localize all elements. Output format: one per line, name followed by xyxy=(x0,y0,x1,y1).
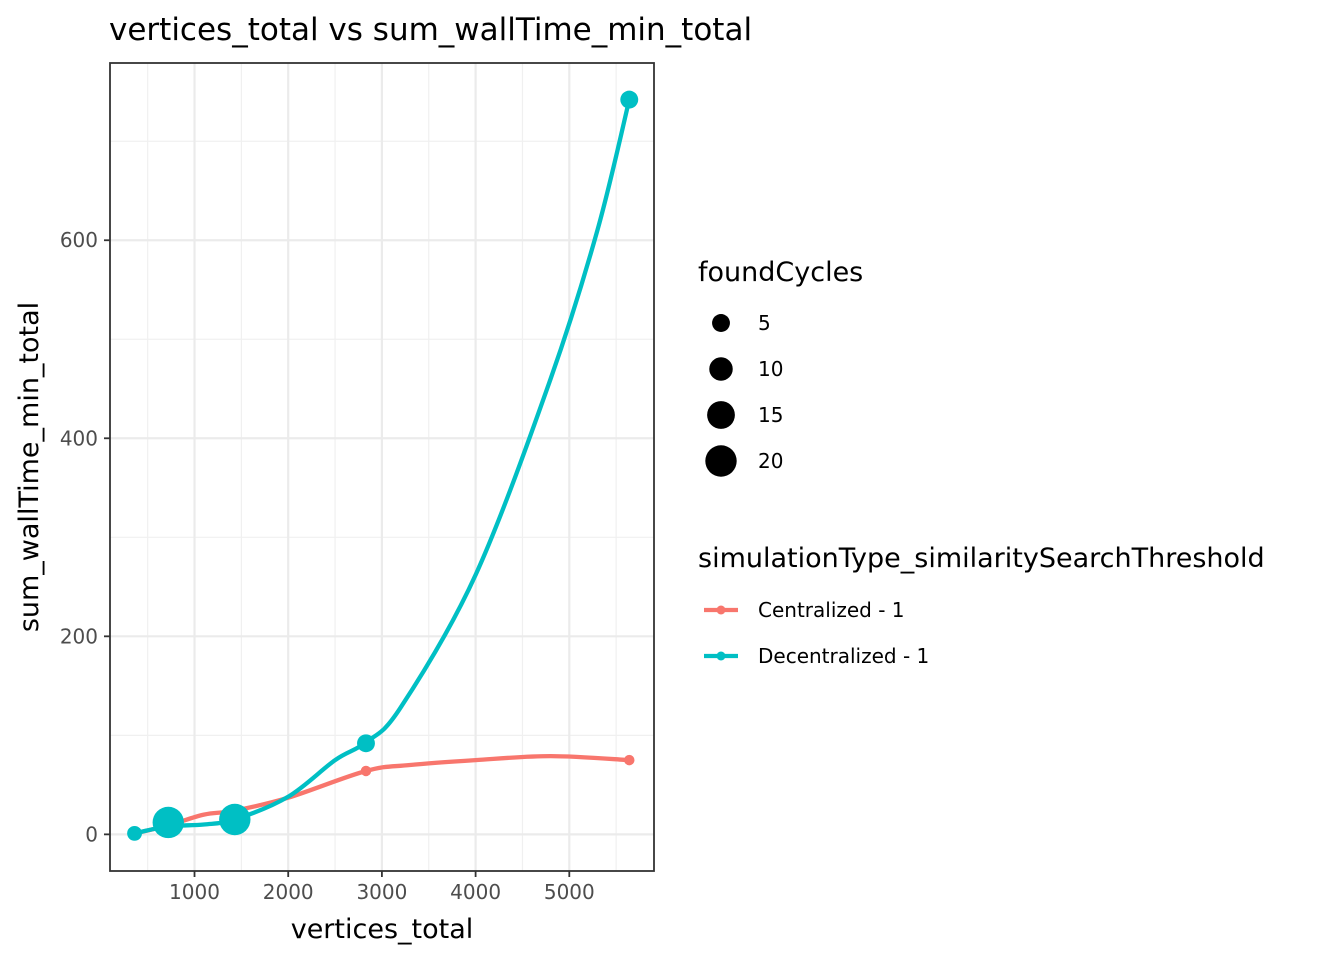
size-legend: foundCycles 5 10 15 20 xyxy=(698,257,863,477)
size-legend-key xyxy=(707,401,735,429)
x-tick-label: 2000 xyxy=(263,880,314,904)
x-tick-label: 1000 xyxy=(169,880,220,904)
x-axis: 1000 2000 3000 4000 5000 xyxy=(169,871,595,904)
decentralized-1-point xyxy=(219,803,251,836)
size-legend-key xyxy=(705,445,737,477)
y-tick-label: 200 xyxy=(60,624,98,648)
x-tick-label: 4000 xyxy=(450,880,501,904)
centralized-1-point xyxy=(360,765,372,777)
color-legend-label: Decentralized - 1 xyxy=(758,644,929,668)
decentralized-1-point xyxy=(620,90,639,109)
chart-title: vertices_total vs sum_wallTime_min_total xyxy=(109,12,752,48)
grid-major xyxy=(110,63,654,871)
series-points xyxy=(127,90,639,841)
centralized-1-point xyxy=(624,754,635,766)
color-legend: simulationType_similaritySearchThreshold… xyxy=(698,543,1265,668)
size-legend-key xyxy=(712,314,730,332)
decentralized-1-point xyxy=(152,806,184,839)
x-axis-title: vertices_total xyxy=(291,914,474,945)
y-tick-label: 400 xyxy=(60,426,98,450)
size-legend-title: foundCycles xyxy=(698,257,863,288)
decentralized-1-point xyxy=(357,734,375,753)
centralized-1-line xyxy=(132,753,632,836)
y-axis-title: sum_wallTime_min_total xyxy=(14,302,45,632)
color-legend-title: simulationType_similaritySearchThreshold xyxy=(698,543,1265,574)
color-legend-dot xyxy=(716,605,726,615)
size-legend-key xyxy=(709,357,733,381)
decentralized-1-line xyxy=(132,97,632,836)
color-legend-dot xyxy=(716,651,726,661)
series-lines xyxy=(132,97,632,836)
size-legend-label: 15 xyxy=(758,403,783,427)
size-legend-label: 5 xyxy=(758,311,771,335)
y-tick-label: 0 xyxy=(85,822,98,846)
y-axis: 0 200 400 600 xyxy=(60,228,110,846)
x-tick-label: 5000 xyxy=(544,880,595,904)
decentralized-1-point xyxy=(127,825,142,841)
size-legend-label: 20 xyxy=(758,449,783,473)
y-tick-label: 600 xyxy=(60,228,98,252)
size-legend-label: 10 xyxy=(758,357,783,381)
x-tick-label: 3000 xyxy=(356,880,407,904)
color-legend-label: Centralized - 1 xyxy=(758,598,905,622)
